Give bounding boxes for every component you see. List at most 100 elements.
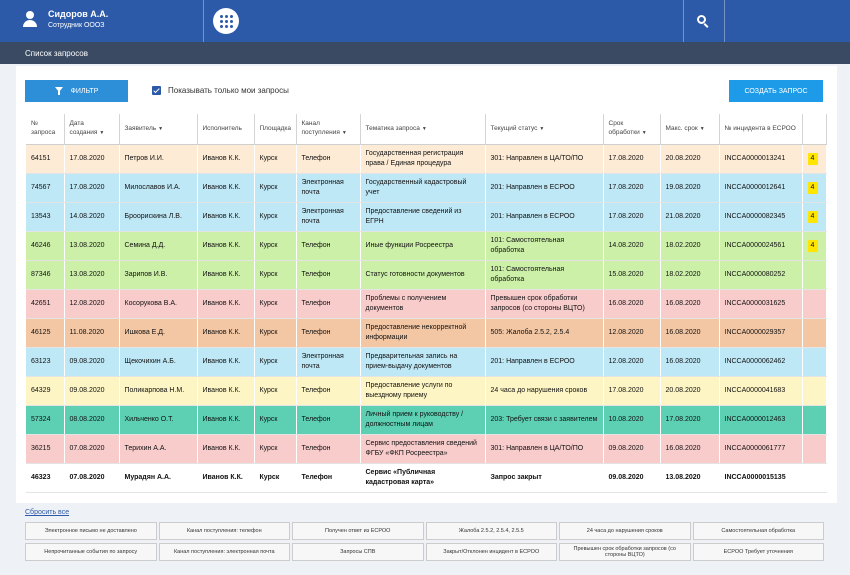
cell-badge [802,405,827,435]
cell-status: 201: Направлен в ЕСРОО [485,202,604,232]
legend-filter-chip[interactable]: Электронное письмо не доставлено [25,522,157,540]
table-row[interactable]: 46246 13.08.2020 Семина Д.Д. Иванов К.К. Кур… [26,231,827,261]
column-header-label: № запроса [31,120,56,136]
event-count-badge[interactable]: 4 [807,181,818,194]
table-row[interactable]: 64151 17.08.2020 Петров И.И. Иванов К.К. Кур… [26,144,827,174]
column-header: № инцидента в ЕСРОО [719,114,803,145]
sort-caret-icon[interactable]: ▼ [539,125,545,132]
cell-badge: 4 [802,144,827,174]
cell-id: 36215 [26,434,65,464]
event-count-badge[interactable]: 4 [807,152,818,165]
cell-max-term: 16.08.2020 [660,434,720,464]
cell-date: 08.08.2020 [64,405,120,435]
legend-filter-chip[interactable]: Закрыт/Отклонен инцидент в ЕСРОО [425,543,557,561]
filter-button[interactable]: ФИЛЬТР [25,80,128,102]
column-header-label: Исполнитель [202,124,242,132]
cell-channel: Телефон [296,144,361,174]
column-header[interactable]: Дата создания ▼ [64,114,120,145]
search-icon[interactable] [697,15,709,28]
table-row[interactable]: 57324 08.08.2020 Хильченко О.Т. Иванов К.К.… [26,405,827,435]
cell-status: 201: Направлен в ЕСРОО [485,173,604,203]
cell-max-term: 17.08.2020 [660,405,720,435]
table-row[interactable]: 63123 09.08.2020 Щекочихин А.Б. Иванов К.К.… [26,347,827,377]
event-count-badge[interactable]: 4 [807,239,818,252]
cell-topic: Иные функции Росреестра [360,231,486,261]
cell-executor: Иванов К.К. [197,231,255,261]
sort-caret-icon[interactable]: ▼ [421,125,427,132]
cell-incident: INCCA0000012463 [719,405,803,435]
legend-filter-chip[interactable]: Непрочитанные события по запросу [25,543,157,561]
create-request-button[interactable]: СОЗДАТЬ ЗАПРОС [729,80,823,102]
sort-caret-icon[interactable]: ▼ [341,129,347,136]
cell-id: 74567 [26,173,65,203]
cell-site: Курск [254,434,297,464]
sort-caret-icon[interactable]: ▼ [158,125,164,132]
cell-date: 07.08.2020 [64,434,120,464]
cell-topic: Предоставление услуги по выездному прием… [360,376,486,406]
legend-filter-chip[interactable]: ЕСРОО Требует уточнения [692,543,824,561]
user-menu[interactable]: Сидоров А.А. Сотрудник ОООЗ [22,9,108,29]
sort-caret-icon[interactable]: ▼ [641,129,647,136]
table-row[interactable]: 74567 17.08.2020 Милославов И.А. Иванов К.К… [26,173,827,203]
cell-incident: INCCA0000062462 [719,347,803,377]
event-count-badge[interactable]: 4 [807,210,818,223]
table-row[interactable]: 87346 13.08.2020 Зарипов И.В. Иванов К.К. Ку… [26,260,827,290]
cell-max-term: 16.08.2020 [660,289,720,319]
column-header[interactable]: Срок обработки ▼ [603,114,661,145]
table-row[interactable]: 42651 12.08.2020 Косорукова В.А. Иванов К.К… [26,289,827,319]
table-row[interactable]: 36215 07.08.2020 Терихин А.А. Иванов К.К. Ку… [26,434,827,464]
cell-status: 101: Самостоятельная обработка [485,231,604,261]
table-body: 64151 17.08.2020 Петров И.И. Иванов К.К. Кур… [26,144,827,493]
sort-caret-icon[interactable]: ▼ [99,129,105,136]
legend-filter-chip[interactable]: Запросы СПВ [292,543,424,561]
table-row[interactable]: 46125 11.08.2020 Ишкова Е.Д. Иванов К.К. Кур… [26,318,827,348]
apps-grid-icon[interactable] [213,8,239,34]
cell-applicant: Мурадян А.А. [119,463,198,493]
column-header[interactable]: Тематика запроса ▼ [360,114,486,145]
requests-table: № запроса Дата создания ▼ Заявитель ▼ Исполни… [26,114,827,493]
cell-max-term: 16.08.2020 [660,318,720,348]
cell-term: 14.08.2020 [603,231,661,261]
cell-date: 17.08.2020 [64,173,120,203]
cell-channel: Телефон [296,231,361,261]
column-header: Исполнитель [197,114,255,145]
cell-badge: 4 [802,173,827,203]
only-mine-toggle[interactable]: Показывать только мои запросы [152,86,289,95]
column-header[interactable]: Текущий статус ▼ [485,114,604,145]
legend-filter-chip[interactable]: Жалоба 2.5.2, 2.5.4, 2.5.5 [425,522,557,540]
cell-channel: Телефон [296,405,361,435]
cell-applicant: Петров И.И. [119,144,198,174]
legend-filter-chip[interactable]: Канал поступления: телефон [158,522,290,540]
cell-incident: INCCA0000024561 [719,231,803,261]
legend-filter-chip[interactable]: Получен ответ из ЕСРОО [292,522,424,540]
legend-filter-chip[interactable]: Самостоятельная обработка [692,522,824,540]
cell-id: 64329 [26,376,65,406]
cell-site: Курск [254,463,297,493]
cell-executor: Иванов К.К. [197,376,255,406]
table-row[interactable]: 64329 09.08.2020 Поликарпова Н.М. Иванов К.… [26,376,827,406]
legend-filter-chip[interactable]: 24 часа до нарушения сроков [559,522,691,540]
page-title: Список запросов [0,42,850,64]
table-row[interactable]: 13543 14.08.2020 Броорискина Л.В. Иванов К.… [26,202,827,232]
only-mine-checkbox[interactable] [152,86,161,95]
legend-filter-chip[interactable]: Превышен срок обработки запросов (со сто… [559,543,691,561]
cell-executor: Иванов К.К. [197,434,255,464]
column-header[interactable]: Макс. срок ▼ [660,114,720,145]
reset-all-link[interactable]: Сбросить все [25,509,70,516]
cell-incident: INCCA0000031625 [719,289,803,319]
legend-filter-chip[interactable]: Канал поступления: электронная почта [158,543,290,561]
cell-applicant: Семина Д.Д. [119,231,198,261]
cell-term: 17.08.2020 [603,202,661,232]
cell-date: 11.08.2020 [64,318,120,348]
column-header-label: Дата создания [69,120,98,136]
sort-caret-icon[interactable]: ▼ [699,125,705,132]
column-header[interactable]: Заявитель ▼ [119,114,198,145]
cell-term: 09.08.2020 [603,463,661,493]
cell-channel: Электронная почта [296,173,361,203]
cell-term: 12.08.2020 [603,318,661,348]
cell-executor: Иванов К.К. [197,173,255,203]
cell-badge: 4 [802,202,827,232]
table-row[interactable]: 46323 07.08.2020 Мурадян А.А. Иванов К.К. Ку… [26,463,827,493]
column-header[interactable]: Канал поступления ▼ [296,114,361,145]
cell-term: 17.08.2020 [603,144,661,174]
